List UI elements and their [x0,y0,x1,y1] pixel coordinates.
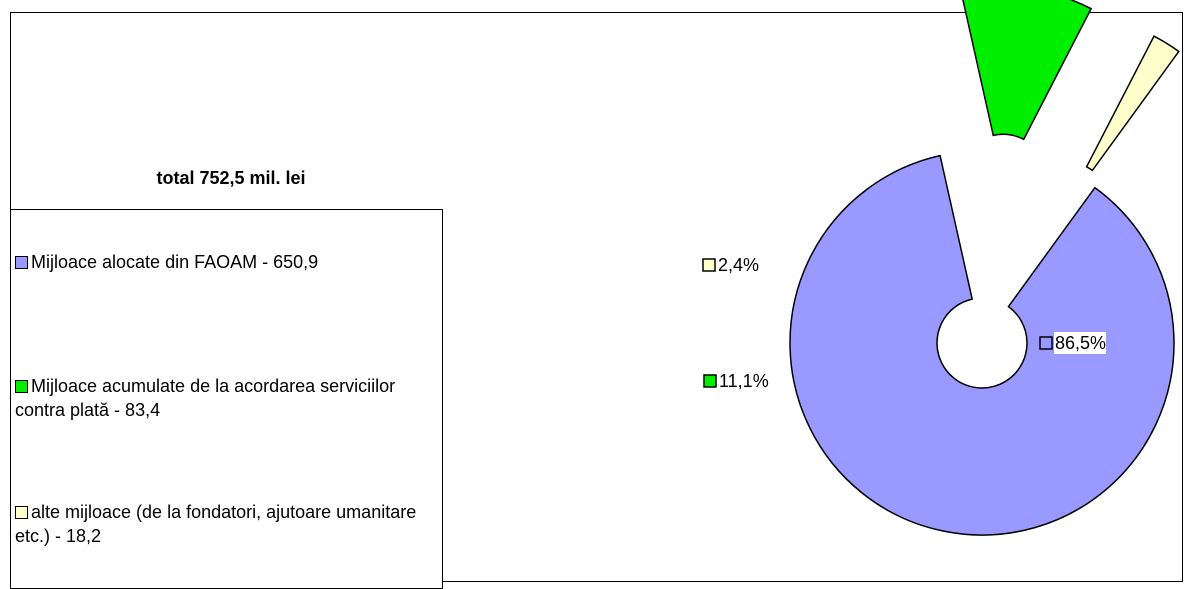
data-label-swatch-alte [702,258,716,272]
data-label-alte: 2,4% [702,254,769,276]
legend-swatch-alte [15,506,28,519]
chart-title: total 752,5 mil. lei [156,168,306,188]
legend: Mijloace alocate din FAOAM - 650,9 Mijlo… [10,209,443,589]
data-label-swatch-faoam [1039,336,1053,350]
legend-label-servicii: Mijloace acumulate de la acordarea servi… [15,376,396,420]
legend-item-alte: alte mijloace (de la fondatori, ajutoare… [15,500,443,548]
data-label-swatch-servicii [703,374,717,388]
data-label-servicii: 11,1% [703,370,770,392]
legend-item-faoam: Mijloace alocate din FAOAM - 650,9 [15,250,443,274]
data-label-text-faoam: 86,5% [1055,333,1106,353]
legend-item-servicii: Mijloace acumulate de la acordarea servi… [15,374,443,422]
pie-slice-servicii [962,0,1093,141]
pie-slice-faoam [789,154,1175,536]
pie-chart: 86,5% 11,1% 2,4% [702,0,1180,536]
data-label-text-alte: 2,4% [718,255,759,275]
legend-label-alte: alte mijloace (de la fondatori, ajutoare… [15,502,417,546]
pie-slice-alte [1085,35,1180,172]
data-label-faoam: 86,5% [1039,332,1106,354]
data-label-text-servicii: 11,1% [719,371,769,391]
legend-swatch-servicii [15,380,28,393]
legend-swatch-faoam [15,256,28,269]
legend-label-faoam: Mijloace alocate din FAOAM - 650,9 [31,252,319,272]
